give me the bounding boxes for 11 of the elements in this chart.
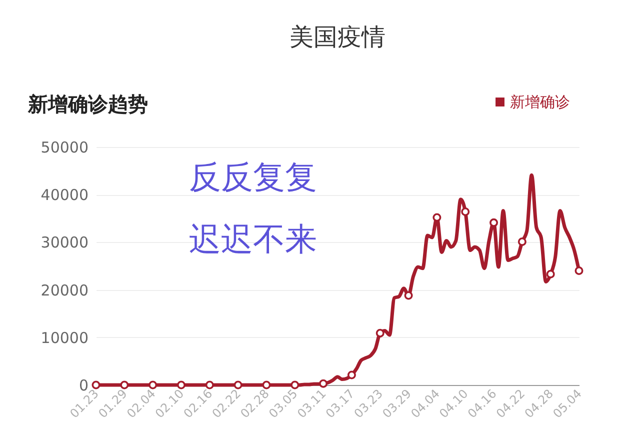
y-tick-label: 30000 (40, 234, 88, 252)
y-tick-label: 50000 (40, 138, 88, 156)
annotation: 反反复复 (189, 158, 317, 196)
chart-title: 美国疫情 (290, 23, 386, 51)
y-tick-label: 40000 (40, 186, 88, 204)
legend-label: 新增确诊 (510, 93, 570, 111)
y-tick-label: 0 (78, 376, 88, 394)
y-tick-label: 20000 (40, 281, 88, 300)
chart-subtitle: 新增确诊趋势 (27, 92, 148, 116)
annotation: 迟迟不来 (189, 220, 317, 258)
y-tick-label: 10000 (40, 328, 88, 347)
